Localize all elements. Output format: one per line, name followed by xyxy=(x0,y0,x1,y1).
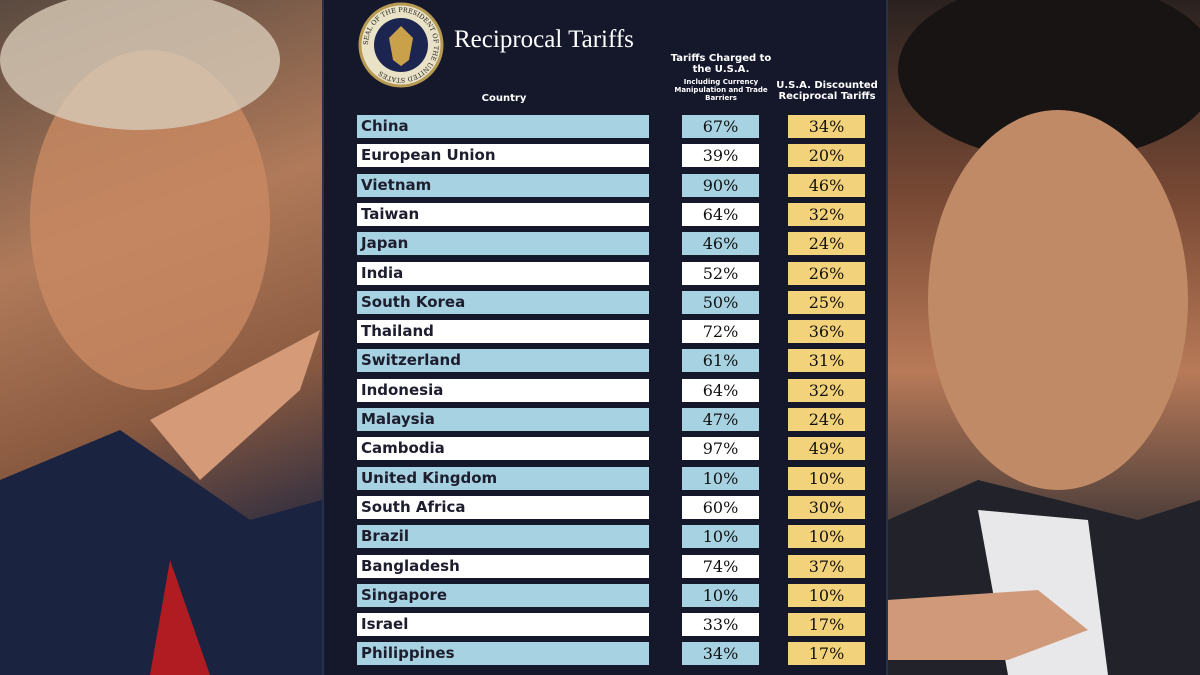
reciprocal-cell: 10% xyxy=(788,525,865,549)
reciprocal-cell: 10% xyxy=(788,466,865,490)
right-photo xyxy=(888,0,1200,675)
country-cell: Bangladesh xyxy=(357,554,649,578)
reciprocal-cell: 24% xyxy=(788,232,865,256)
reciprocal-cell: 17% xyxy=(788,613,865,637)
reciprocal-cell: 49% xyxy=(788,437,865,461)
charged-cell: 39% xyxy=(682,144,759,168)
title: Reciprocal Tariffs xyxy=(454,26,634,53)
tariff-panel: SEAL OF THE PRESIDENT OF THE UNITED STAT… xyxy=(322,0,888,675)
country-cell: Switzerland xyxy=(357,349,649,373)
country-cell: China xyxy=(357,115,649,138)
charged-cell: 10% xyxy=(682,583,759,607)
reciprocal-cell: 24% xyxy=(788,408,865,431)
charged-cell: 64% xyxy=(682,202,759,226)
charged-cell: 67% xyxy=(682,115,759,138)
reciprocal-cell: 32% xyxy=(788,378,865,402)
country-cell: South Africa xyxy=(357,495,649,519)
reciprocal-cell: 46% xyxy=(788,173,865,197)
charged-cell: 74% xyxy=(682,554,759,578)
country-cell: Brazil xyxy=(357,525,649,549)
country-cell: South Korea xyxy=(357,290,649,314)
charged-cell: 52% xyxy=(682,261,759,285)
charged-cell: 10% xyxy=(682,466,759,490)
reciprocal-cell: 34% xyxy=(788,115,865,138)
charged-cell: 72% xyxy=(682,320,759,344)
charged-cell: 90% xyxy=(682,173,759,197)
charged-cell: 61% xyxy=(682,349,759,373)
country-cell: Philippines xyxy=(357,642,649,666)
country-cell: Indonesia xyxy=(357,378,649,402)
country-cell: Vietnam xyxy=(357,173,649,197)
charged-cell: 97% xyxy=(682,437,759,461)
country-cell: United Kingdom xyxy=(357,466,649,490)
left-photo xyxy=(0,0,322,675)
seal: SEAL OF THE PRESIDENT OF THE UNITED STAT… xyxy=(358,2,444,88)
country-cell: Thailand xyxy=(357,320,649,344)
country-cell: India xyxy=(357,261,649,285)
country-cell: Singapore xyxy=(357,583,649,607)
reciprocal-cell: 20% xyxy=(788,144,865,168)
country-cell: Cambodia xyxy=(357,437,649,461)
column-header: Tariffs Charged to the U.S.A. xyxy=(670,53,772,75)
country-cell: European Union xyxy=(357,144,649,168)
reciprocal-cell: 17% xyxy=(788,642,865,666)
right-photo-art xyxy=(888,0,1200,675)
country-cell: Malaysia xyxy=(357,408,649,431)
left-photo-art xyxy=(0,0,322,675)
charged-cell: 64% xyxy=(682,378,759,402)
charged-cell: 50% xyxy=(682,290,759,314)
reciprocal-cell: 25% xyxy=(788,290,865,314)
charged-cell: 10% xyxy=(682,525,759,549)
column-header: U.S.A. Discounted Reciprocal Tariffs xyxy=(776,80,878,102)
reciprocal-cell: 10% xyxy=(788,583,865,607)
reciprocal-cell: 31% xyxy=(788,349,865,373)
reciprocal-cell: 37% xyxy=(788,554,865,578)
charged-cell: 33% xyxy=(682,613,759,637)
country-cell: Israel xyxy=(357,613,649,637)
column-note: Including Currency Manipulation and Trad… xyxy=(674,78,768,102)
reciprocal-cell: 32% xyxy=(788,202,865,226)
country-cell: Taiwan xyxy=(357,202,649,226)
reciprocal-cell: 26% xyxy=(788,261,865,285)
reciprocal-cell: 30% xyxy=(788,495,865,519)
country-cell: Japan xyxy=(357,232,649,256)
charged-cell: 34% xyxy=(682,642,759,666)
charged-cell: 47% xyxy=(682,408,759,431)
charged-cell: 46% xyxy=(682,232,759,256)
reciprocal-cell: 36% xyxy=(788,320,865,344)
charged-cell: 60% xyxy=(682,495,759,519)
column-header: Country xyxy=(481,93,527,104)
